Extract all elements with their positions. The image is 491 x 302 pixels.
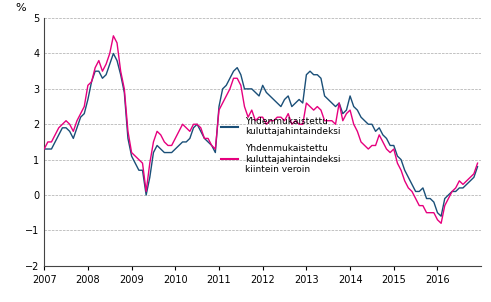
Text: %: % <box>16 3 27 13</box>
Legend: Yhdenmukaistettu
kuluttajahintaindeksi, Yhdenmukaistettu
kuluttajahintaindeksi
k: Yhdenmukaistettu kuluttajahintaindeksi, … <box>221 117 340 174</box>
